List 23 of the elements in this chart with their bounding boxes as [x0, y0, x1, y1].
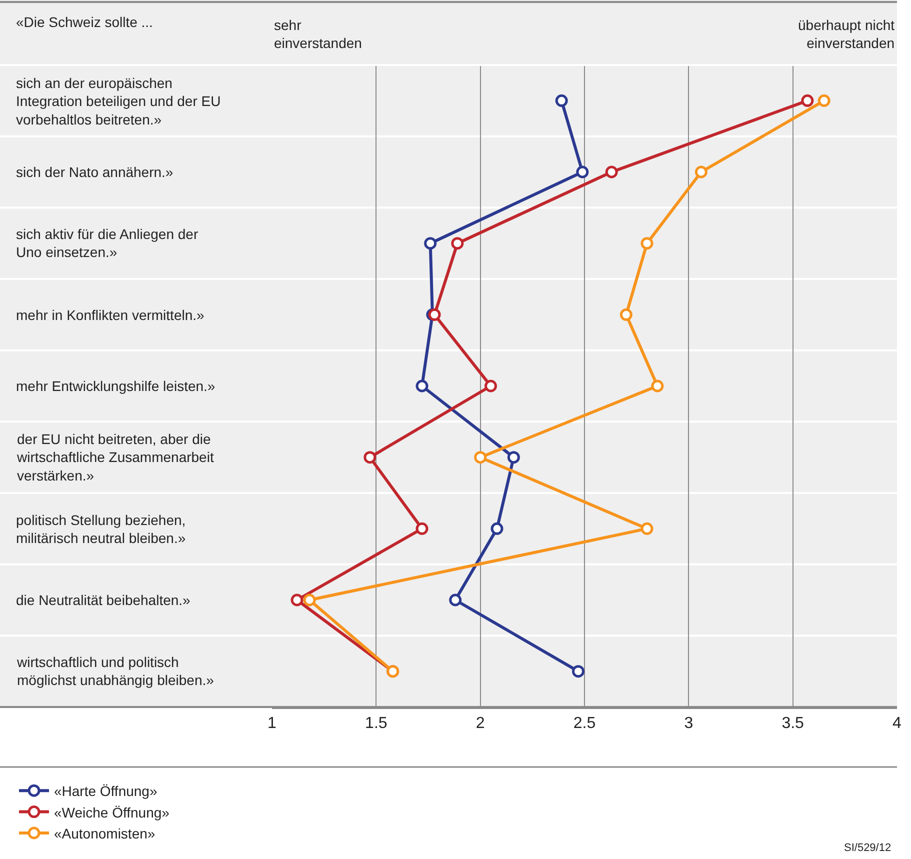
text: überhaupt nicht einverstanden [798, 17, 895, 52]
y-tick-label: sich an der europäischen Integration beteiligen und der EU vorbehaltlos beitreten.» [16, 75, 221, 128]
y-tick-label: die Neutralität beibehalten.» [16, 592, 191, 608]
legend-label: «Autonomisten» [54, 825, 156, 842]
x-tick-label: 1.5 [365, 715, 388, 732]
text: sehr einverstanden [274, 17, 362, 52]
y-tick-label: der EU nicht beitreten, aber die wirtschaftliche Zusammenarbeit verstärken.» [16, 431, 214, 484]
x-tick-label: 1 [268, 715, 277, 732]
y-tick-label: sich der Nato annähern.» [16, 164, 174, 180]
x-tick-label: 2 [476, 715, 485, 732]
y-axis-title: «Die Schweiz sollte ... [16, 14, 153, 30]
y-tick-label: mehr Entwicklungshilfe leisten.» [16, 378, 216, 394]
x-tick-label: 3.5 [782, 715, 804, 732]
legend-label: «Harte Öffnung» [54, 783, 158, 800]
x-tick-label: 2.5 [573, 715, 596, 732]
x-tick-label: 3 [684, 715, 694, 732]
legend-label: «Weiche Öffnung» [54, 804, 170, 820]
y-tick-label: wirtschaftlich und politisch möglichst unabhängig bleiben.» [16, 654, 214, 688]
y-tick-label: politisch Stellung beziehen, militärisch neutral bleiben.» [16, 512, 186, 546]
x-tick-label: 4 [892, 715, 902, 732]
y-tick-label: sich aktiv für die Anliegen der Uno einsetzen.» [16, 226, 198, 260]
y-tick-label: mehr in Konflikten vermitteln.» [16, 307, 205, 323]
text: SI/529/12 [844, 842, 892, 854]
